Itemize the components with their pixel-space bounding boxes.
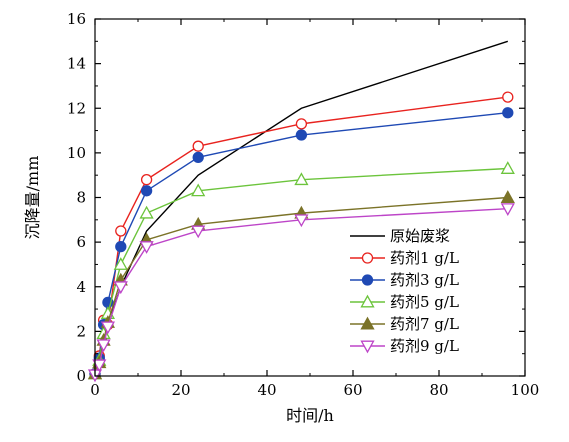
data-point [500,161,515,174]
legend-item-1: 原始废浆 [350,227,450,245]
legend-label: 药剂5 g/L [390,293,459,311]
legend-item-2: 药剂1 g/L [350,249,459,267]
y-tick-label: 0 [76,367,86,385]
legend-marker [361,274,374,286]
data-point [294,214,309,228]
x-tick-label: 0 [90,381,100,399]
data-point [139,241,154,254]
y-tick-label: 16 [67,10,86,28]
y-axis-title: 沉降量/mm [23,156,42,240]
y-tick-label: 6 [76,233,86,251]
data-point [92,359,107,373]
data-point [295,118,308,130]
legend-label: 原始废浆 [390,227,450,245]
data-point [140,185,153,197]
data-point [192,151,204,163]
y-tick-label: 12 [67,99,86,117]
x-tick-label: 60 [343,381,362,399]
y-tick-label: 4 [76,278,86,296]
data-point [500,190,515,203]
data-point [100,321,116,335]
legend-item-3: 药剂3 g/L [350,271,459,289]
data-point [191,183,206,197]
data-point [502,91,514,103]
legend-item-4: 药剂5 g/L [350,293,459,311]
y-tick-label: 10 [67,144,86,162]
legend-label: 药剂1 g/L [390,249,459,267]
x-tick-label: 20 [171,381,190,399]
data-point [192,140,204,152]
data-point [295,129,308,141]
data-point [113,257,128,270]
data-point [294,172,309,186]
data-point [96,339,111,353]
series-6 [87,203,515,383]
y-tick-label: 8 [76,189,86,207]
data-point [500,203,515,216]
legend-label: 药剂9 g/L [390,337,459,355]
legend-item-5: 药剂7 g/L [350,315,459,333]
legend-marker [360,340,375,354]
plot-frame [94,18,526,377]
x-tick-label: 40 [257,381,276,399]
axes: 0 20 40 60 80 100 0 2 4 6 8 10 12 14 16 [67,10,539,399]
legend-marker [360,316,375,330]
data-point [139,205,154,219]
data-point [115,225,127,237]
legend-marker [361,252,374,264]
x-axis-title: 时间/h [286,406,334,425]
legend-item-6: 药剂9 g/L [350,337,459,355]
x-tick-label: 100 [511,381,540,399]
y-tick-label: 14 [67,55,86,73]
data-point [502,107,514,119]
y-tick-label: 2 [76,322,86,340]
x-tick-label: 80 [429,381,448,399]
data-point [113,281,128,295]
data-point [115,240,127,253]
data-point [140,173,153,186]
plot-area [87,40,515,383]
data-point [191,225,206,239]
legend-label: 药剂3 g/L [390,271,459,289]
legend-marker [360,294,375,308]
legend-label: 药剂7 g/L [390,315,459,333]
